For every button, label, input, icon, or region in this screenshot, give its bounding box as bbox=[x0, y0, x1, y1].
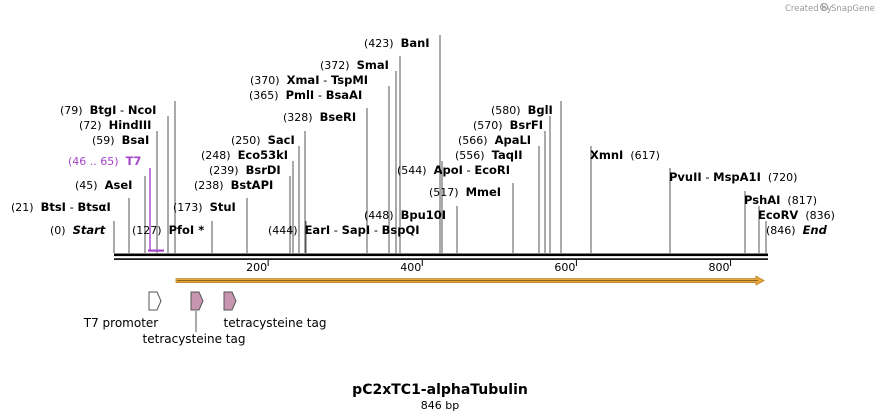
site-label-t7[interactable]: (46 .. 65) T7 bbox=[68, 154, 141, 168]
credit-prefix: Created by bbox=[785, 4, 832, 14]
feature-t7-promoter-label: T7 promoter bbox=[83, 316, 159, 330]
site-label-btsi[interactable]: (21) BtsI - BtsαI bbox=[11, 200, 111, 214]
site-label-start[interactable]: (0) Start bbox=[50, 223, 106, 237]
site-label-xmni[interactable]: XmnI (617) bbox=[590, 148, 660, 162]
site-label-apoi[interactable]: (544) ApoI - EcoRI bbox=[397, 163, 510, 177]
site-label-bgli[interactable]: (580) BglI bbox=[491, 103, 553, 117]
credit-brand: SnapGene bbox=[831, 4, 875, 14]
backbone-bottom-strand bbox=[114, 258, 768, 260]
site-label-stui[interactable]: (173) StuI bbox=[173, 200, 236, 214]
site-label-hindiii[interactable]: (72) HindIII bbox=[79, 118, 151, 132]
site-label-xmai[interactable]: (370) XmaI - TspMI bbox=[250, 73, 368, 87]
site-label-btgi[interactable]: (79) BtgI - NcoI bbox=[60, 103, 156, 117]
site-label-eco53ki[interactable]: (248) Eco53kI bbox=[201, 148, 288, 162]
site-label-pmli[interactable]: (365) PmlI - BsaAI bbox=[249, 88, 362, 102]
feature-t7-promoter-arrow[interactable] bbox=[148, 291, 162, 311]
sequence-title: pC2xTC1-alphaTubulin bbox=[352, 382, 528, 398]
feature-tc-tag-2-label: tetracysteine tag bbox=[224, 316, 327, 330]
axis-tick-label-600: 600 bbox=[554, 261, 575, 274]
site-label-bsrfi[interactable]: (570) BsrFI bbox=[473, 118, 543, 132]
site-label-pshai[interactable]: PshAI (817) bbox=[744, 193, 817, 207]
axis-tick-label-800: 800 bbox=[709, 261, 730, 274]
axis-tick-label-200: 200 bbox=[246, 261, 267, 274]
site-label-taqii[interactable]: (556) TaqII bbox=[455, 148, 523, 162]
snapgene-logo-icon bbox=[820, 3, 829, 11]
site-label-apali[interactable]: (566) ApaLI bbox=[458, 133, 531, 147]
site-label-ecorv[interactable]: EcoRV (836) bbox=[758, 208, 835, 222]
sequence-length: 846 bp bbox=[421, 399, 459, 412]
site-label-ear[interactable]: (444) EarI - SapI - BspQI bbox=[268, 223, 420, 237]
site-label-saci[interactable]: (250) SacI bbox=[231, 133, 295, 147]
site-label-bseri[interactable]: (328) BseRI bbox=[283, 110, 356, 124]
feature-tc-tag-2-arrow[interactable] bbox=[223, 291, 237, 311]
site-label-bsai[interactable]: (59) BsaI bbox=[92, 133, 149, 147]
site-label-end[interactable]: (846) End bbox=[766, 223, 828, 237]
axis-tick-label-400: 400 bbox=[400, 261, 421, 274]
t7-primer-bar[interactable] bbox=[148, 249, 164, 252]
site-label-bstapi[interactable]: (238) BstAPI bbox=[194, 178, 273, 192]
site-label-mmei[interactable]: (517) MmeI bbox=[429, 185, 501, 199]
site-label-smai[interactable]: (372) SmaI bbox=[320, 58, 389, 72]
backbone-top-strand bbox=[114, 253, 768, 257]
feature-tc-tag-1-label: tetracysteine tag bbox=[143, 332, 246, 346]
site-label-bsrdi[interactable]: (239) BsrDI bbox=[209, 163, 281, 177]
site-label-bani[interactable]: (423) BanI bbox=[364, 36, 430, 50]
site-label-pfoi[interactable]: (127) PfoI * bbox=[132, 223, 204, 237]
feature-tc-tag-1-arrow[interactable] bbox=[190, 291, 204, 311]
site-label-bpu10i[interactable]: (448) Bpu10I bbox=[364, 208, 446, 222]
site-label-pvuii[interactable]: PvuII - MspA1I (720) bbox=[669, 170, 797, 184]
site-label-asei[interactable]: (45) AseI bbox=[75, 178, 132, 192]
